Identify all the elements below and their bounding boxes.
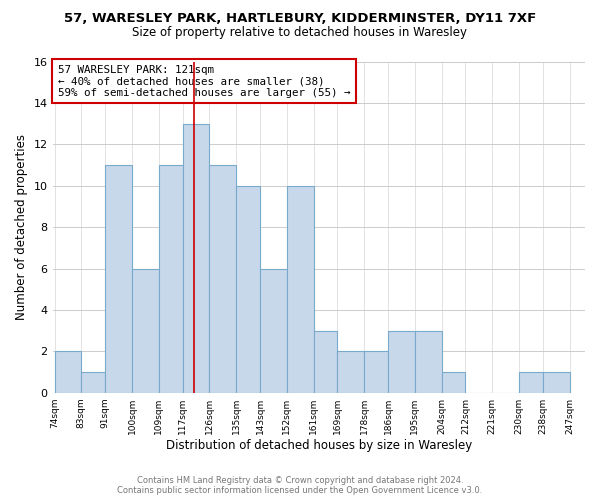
Bar — [287, 186, 314, 392]
Y-axis label: Number of detached properties: Number of detached properties — [15, 134, 28, 320]
Bar — [337, 352, 364, 393]
Bar — [209, 165, 236, 392]
Bar — [364, 352, 388, 393]
Text: 57, WARESLEY PARK, HARTLEBURY, KIDDERMINSTER, DY11 7XF: 57, WARESLEY PARK, HARTLEBURY, KIDDERMIN… — [64, 12, 536, 26]
Bar — [388, 330, 415, 392]
Text: Size of property relative to detached houses in Waresley: Size of property relative to detached ho… — [133, 26, 467, 39]
Bar — [105, 165, 132, 392]
Bar — [314, 330, 337, 392]
Bar — [519, 372, 543, 392]
X-axis label: Distribution of detached houses by size in Waresley: Distribution of detached houses by size … — [166, 440, 472, 452]
Bar — [159, 165, 182, 392]
Bar — [236, 186, 260, 392]
Bar — [55, 352, 82, 393]
Bar — [82, 372, 105, 392]
Bar — [260, 268, 287, 392]
Bar — [543, 372, 569, 392]
Bar — [442, 372, 466, 392]
Bar — [182, 124, 209, 392]
Bar — [415, 330, 442, 392]
Bar — [132, 268, 159, 392]
Text: Contains HM Land Registry data © Crown copyright and database right 2024.
Contai: Contains HM Land Registry data © Crown c… — [118, 476, 482, 495]
Text: 57 WARESLEY PARK: 121sqm
← 40% of detached houses are smaller (38)
59% of semi-d: 57 WARESLEY PARK: 121sqm ← 40% of detach… — [58, 65, 350, 98]
